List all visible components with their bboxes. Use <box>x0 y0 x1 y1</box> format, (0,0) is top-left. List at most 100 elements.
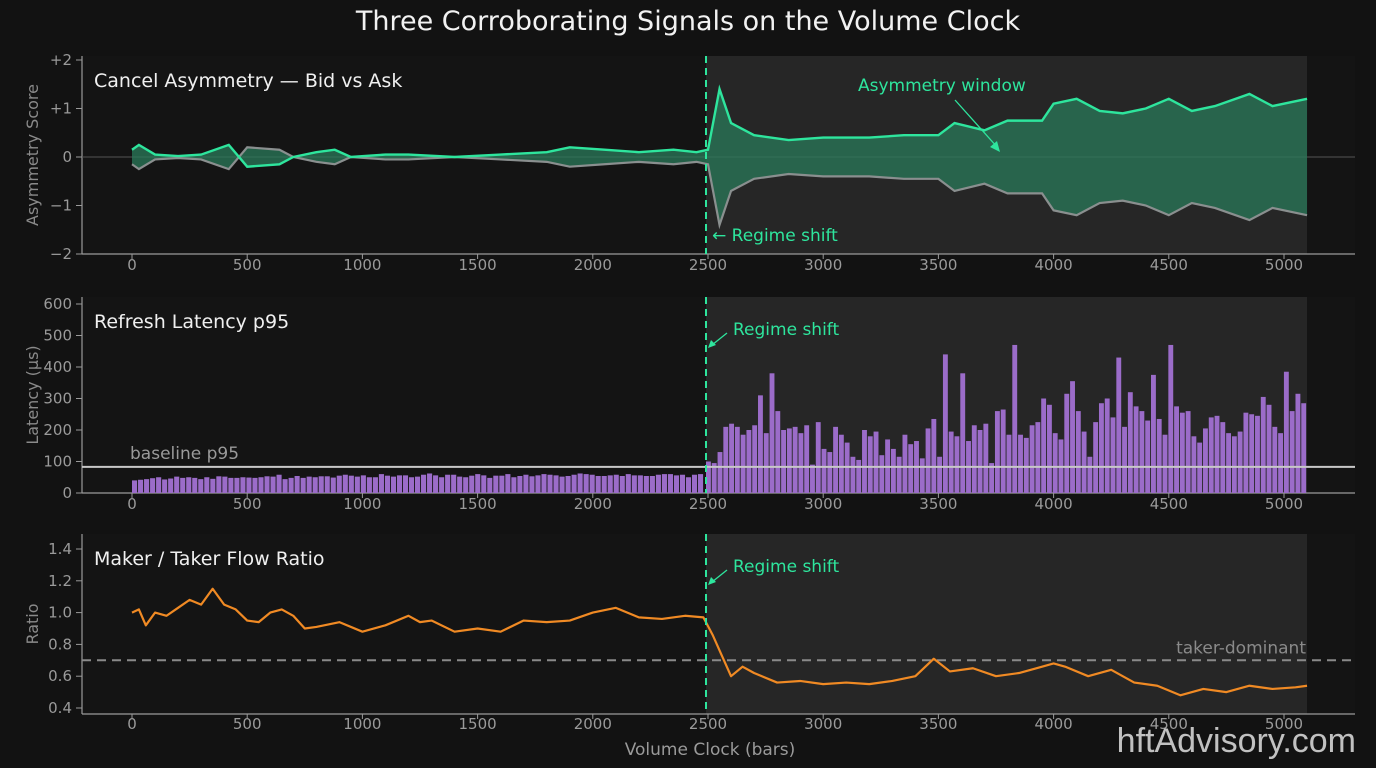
latency-bar <box>132 480 138 493</box>
latency-bar <box>306 476 312 493</box>
latency-bar <box>294 475 300 493</box>
latency-bar <box>174 476 180 493</box>
latency-bar <box>300 477 306 493</box>
regime-shift-label: Regime shift <box>733 320 839 340</box>
latency-bar <box>156 477 162 493</box>
x-tick-label: 0 <box>127 715 137 733</box>
latency-bar <box>890 448 896 493</box>
latency-bar <box>1122 426 1127 493</box>
latency-bar <box>258 477 264 493</box>
latency-bar <box>535 475 541 493</box>
latency-bar <box>541 474 547 493</box>
bid-series-line <box>131 84 1308 168</box>
latency-bar <box>433 475 439 493</box>
y-tick-label: 300 <box>43 390 72 408</box>
y-tick-label: 200 <box>43 421 72 439</box>
y-tick-label: 600 <box>43 295 72 313</box>
latency-bar <box>523 474 529 493</box>
x-tick-label: 4000 <box>1035 256 1073 274</box>
x-tick-label: 500 <box>233 256 262 274</box>
latency-bar <box>1087 456 1093 493</box>
y-tick-label: 1.0 <box>48 604 72 622</box>
latency-bar <box>1295 393 1301 493</box>
x-tick-label: 3500 <box>919 495 957 513</box>
x-tick-label: 500 <box>233 715 262 733</box>
latency-bar <box>1220 422 1226 493</box>
latency-bar <box>775 411 781 493</box>
latency-bar <box>1000 409 1006 493</box>
panel-title: Cancel Asymmetry — Bid vs Ask <box>94 70 402 92</box>
latency-bar <box>192 477 198 493</box>
latency-bar <box>234 477 240 493</box>
latency-bar <box>1168 344 1174 493</box>
latency-bar <box>1139 411 1145 493</box>
threshold-label: taker-dominant <box>1176 638 1306 658</box>
latency-bar <box>240 477 246 493</box>
latency-bar <box>318 476 324 493</box>
y-tick-label: −2 <box>50 245 72 263</box>
latency-bar <box>427 473 433 493</box>
latency-bar <box>971 425 977 493</box>
latency-bar <box>798 433 804 493</box>
latency-bar <box>216 476 222 493</box>
latency-bar <box>396 475 403 493</box>
latency-bar <box>414 476 421 493</box>
latency-bar <box>613 474 619 493</box>
latency-bar <box>734 426 740 493</box>
latency-bar <box>204 477 210 493</box>
x-tick-label: 5000 <box>1265 256 1303 274</box>
latency-bar <box>1214 415 1220 493</box>
latency-bar <box>330 477 336 493</box>
x-tick-label: 4000 <box>1035 495 1073 513</box>
latency-bar <box>960 373 966 493</box>
y-tick-label: 0.8 <box>48 635 72 653</box>
latency-bar <box>1179 412 1185 493</box>
x-tick-label: 2500 <box>689 495 727 513</box>
latency-bar <box>595 475 601 493</box>
x-tick-label: 3500 <box>919 715 957 733</box>
y-tick-label: −1 <box>50 197 72 215</box>
latency-bar <box>421 474 427 493</box>
latency-bar <box>547 474 553 493</box>
latency-bar <box>1151 374 1156 493</box>
latency-bar <box>856 459 862 493</box>
latency-bar <box>475 474 481 493</box>
latency-bar <box>354 476 360 493</box>
latency-bar <box>1070 381 1075 493</box>
y-tick-label: 400 <box>43 358 72 376</box>
x-tick-label: 3000 <box>804 256 842 274</box>
latency-bar <box>1104 398 1110 493</box>
latency-bar <box>1116 357 1122 493</box>
latency-bar <box>717 452 723 493</box>
regime-shade <box>706 534 1308 714</box>
y-axis-label: Ratio <box>23 603 42 644</box>
latency-bar <box>867 436 873 493</box>
latency-bar <box>758 395 763 493</box>
latency-bar <box>1041 398 1047 493</box>
latency-bar <box>264 476 270 493</box>
latency-bar <box>180 477 186 493</box>
latency-bar <box>288 477 294 493</box>
latency-bar <box>276 474 282 493</box>
latency-bar <box>919 458 925 493</box>
latency-bar <box>1301 403 1307 493</box>
latency-bar <box>342 474 348 493</box>
latency-bar <box>499 475 505 493</box>
x-tick-label: 3000 <box>804 715 842 733</box>
latency-bar <box>1081 431 1087 493</box>
latency-bar <box>1231 436 1237 493</box>
latency-bar <box>661 474 667 493</box>
latency-bar <box>1110 417 1116 493</box>
latency-bar <box>1237 431 1243 493</box>
latency-bar <box>1272 426 1278 493</box>
latency-bar <box>983 423 989 493</box>
y-tick-label: 500 <box>43 327 72 345</box>
latency-bar <box>282 479 288 493</box>
y-axis-label: Asymmetry Score <box>23 84 42 226</box>
latency-bar <box>463 477 469 493</box>
ask-series-line <box>131 146 1308 230</box>
latency-bar <box>324 476 330 493</box>
latency-bar <box>1064 393 1070 493</box>
x-tick-label: 1500 <box>459 256 497 274</box>
latency-bar <box>1023 437 1029 493</box>
